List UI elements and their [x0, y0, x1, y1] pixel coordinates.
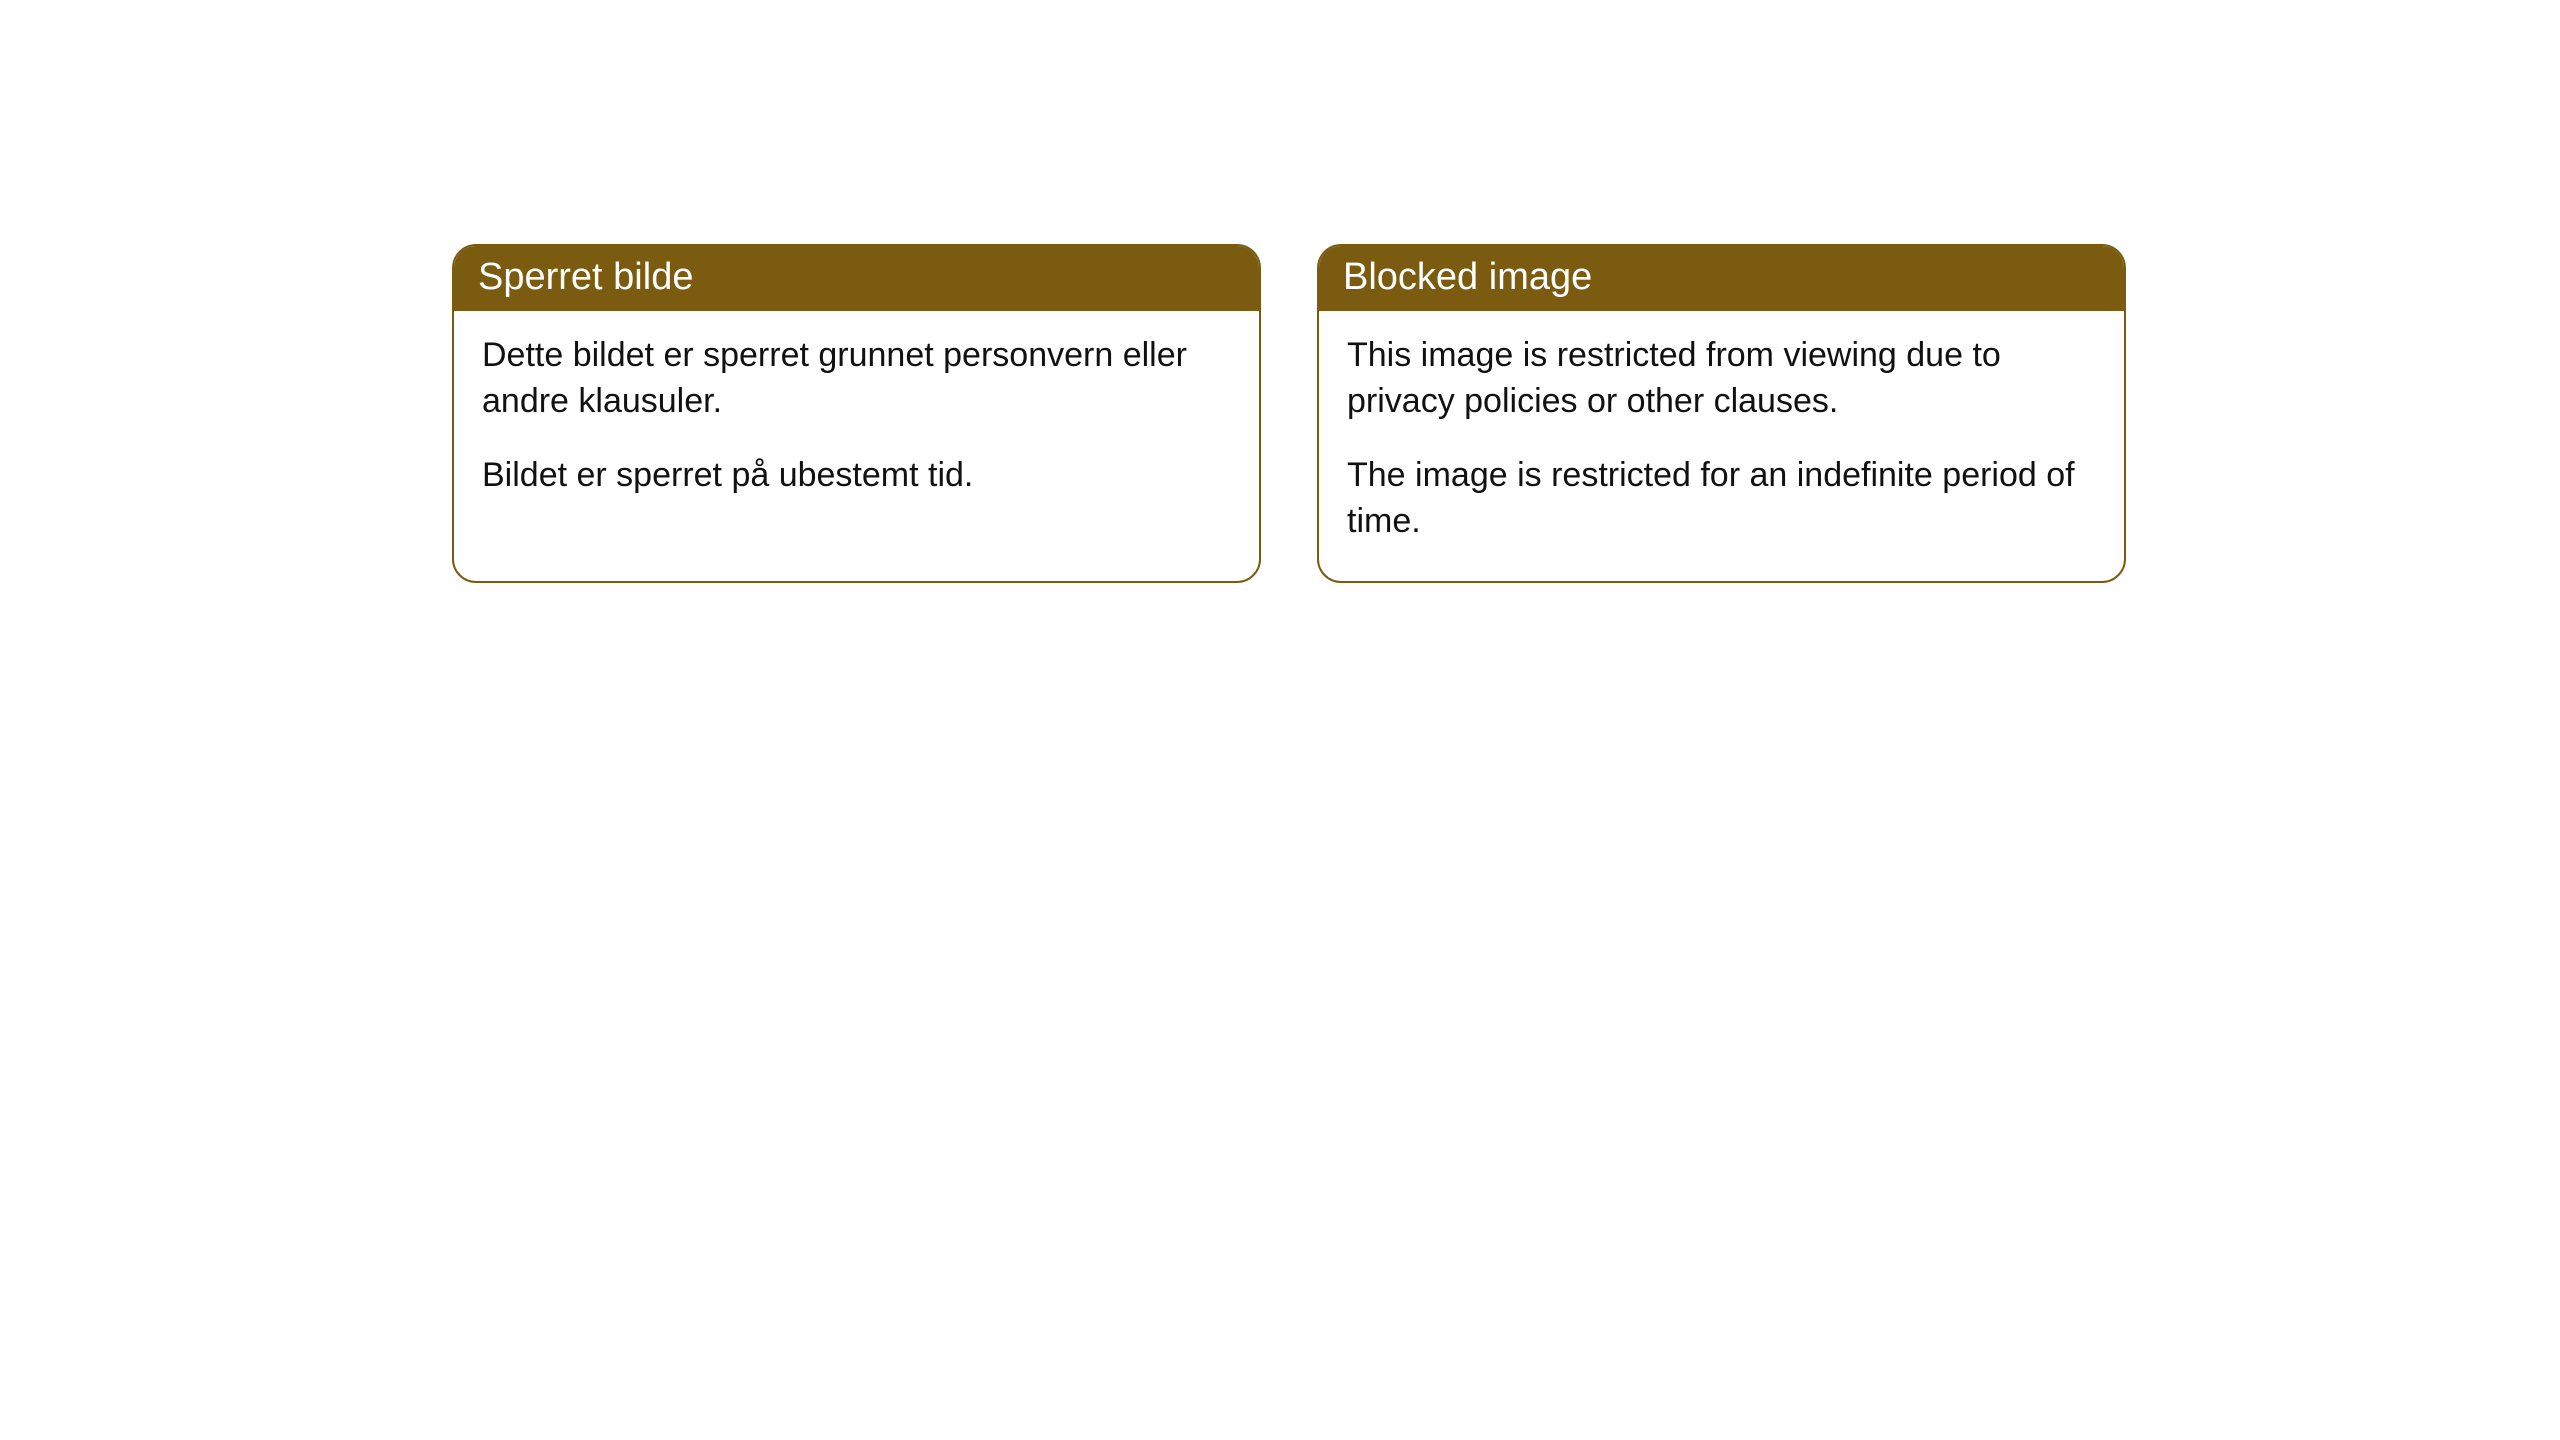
- notice-paragraph: Bildet er sperret på ubestemt tid.: [482, 453, 1231, 499]
- notice-paragraph: The image is restricted for an indefinit…: [1347, 453, 2096, 545]
- notice-body-en: This image is restricted from viewing du…: [1319, 311, 2124, 581]
- notice-header-en: Blocked image: [1319, 246, 2124, 311]
- notice-paragraph: Dette bildet er sperret grunnet personve…: [482, 333, 1231, 425]
- notice-card-no: Sperret bilde Dette bildet er sperret gr…: [452, 244, 1261, 583]
- notice-body-no: Dette bildet er sperret grunnet personve…: [454, 311, 1259, 535]
- notices-container: Sperret bilde Dette bildet er sperret gr…: [0, 0, 2560, 583]
- notice-paragraph: This image is restricted from viewing du…: [1347, 333, 2096, 425]
- notice-card-en: Blocked image This image is restricted f…: [1317, 244, 2126, 583]
- notice-header-no: Sperret bilde: [454, 246, 1259, 311]
